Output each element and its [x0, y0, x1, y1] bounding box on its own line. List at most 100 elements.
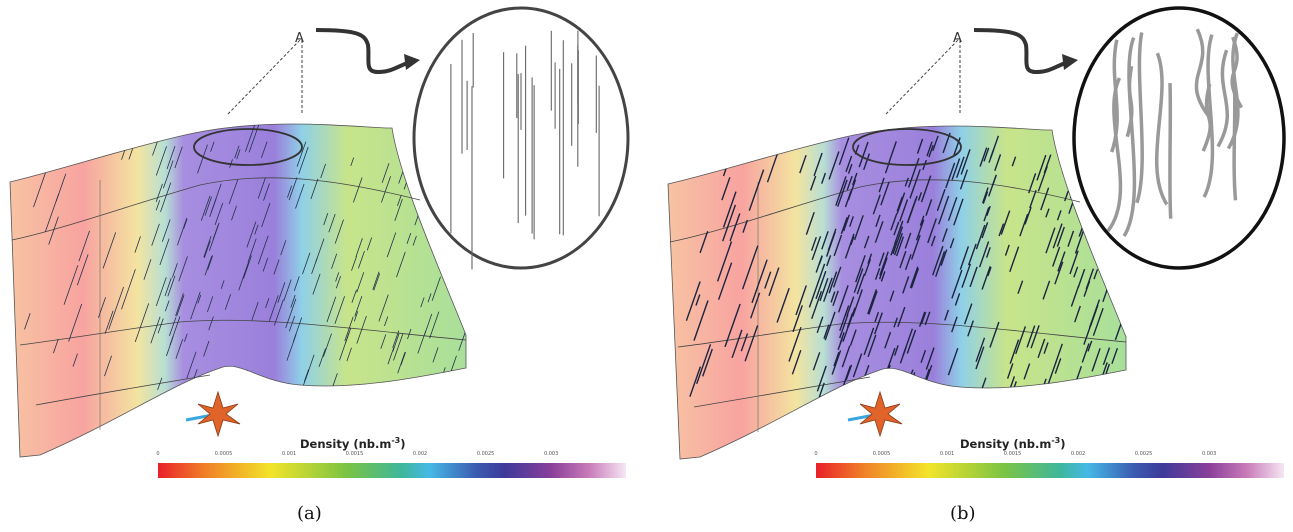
fracture-trace [988, 149, 995, 163]
fracture-trace [809, 175, 817, 191]
fracture-trace [104, 310, 114, 334]
fracture-trace [1019, 213, 1029, 237]
fracture-trace [812, 352, 821, 371]
layer-boundary [669, 179, 1081, 243]
fracture-trace [356, 315, 367, 344]
fracture-trace [24, 313, 31, 330]
fracture-trace [396, 251, 406, 278]
fracture-trace [893, 232, 903, 256]
fracture-trace [290, 294, 296, 308]
fracture-trace [880, 271, 886, 282]
zoomed-fracture [1201, 83, 1212, 152]
fracture-trace [1093, 269, 1099, 280]
fracture-trace [243, 255, 252, 279]
fracture-trace [741, 245, 759, 290]
fracture-trace [178, 256, 188, 282]
fracture-trace [689, 366, 702, 397]
fracture-trace [890, 213, 898, 231]
fracture-trace [885, 347, 896, 373]
fracture-trace [846, 296, 855, 317]
fracture-trace [888, 141, 897, 163]
fracture-trace [323, 333, 332, 357]
fracture-trace [303, 369, 309, 382]
fracture-trace [839, 305, 850, 331]
fracture-trace [1074, 305, 1081, 323]
fracture-trace [909, 169, 921, 199]
fracture-trace [918, 311, 926, 327]
fracture-trace [852, 353, 863, 378]
arrow-head-icon [1062, 54, 1078, 70]
fracture-trace [335, 275, 341, 289]
fracture-trace [454, 270, 464, 297]
fracture-trace [305, 354, 315, 380]
leader-line [227, 39, 301, 115]
fracture-trace [899, 250, 907, 269]
fracture-trace [1114, 323, 1122, 341]
fracture-trace [273, 299, 284, 326]
fracture-trace [373, 273, 381, 291]
fracture-trace [896, 192, 906, 214]
fracture-trace [1102, 347, 1111, 366]
fracture-trace [840, 216, 848, 235]
legend-title: Density (nb.m-3) [300, 436, 406, 451]
fracture-trace [766, 149, 780, 183]
fracture-trace [247, 238, 257, 263]
tick-label: 0.001 [281, 451, 297, 457]
fracture-trace [832, 266, 842, 288]
fracture-trace [816, 365, 827, 392]
fracture-trace [1069, 183, 1077, 199]
compass-rose-icon [185, 390, 241, 438]
fracture-trace [280, 240, 287, 256]
leader-line [885, 39, 959, 115]
fracture-trace [331, 253, 338, 269]
fracture-trace [358, 250, 365, 269]
fracture-trace [186, 351, 197, 379]
fracture-trace [791, 349, 802, 375]
fracture-trace [1028, 173, 1037, 194]
fracture-trace [916, 138, 924, 154]
fracture-trace [863, 235, 870, 249]
fracture-trace [155, 200, 161, 211]
zoomed-fractures [450, 30, 600, 270]
fracture-trace [982, 187, 989, 204]
fracture-trace [1042, 280, 1051, 300]
fracture-trace [1015, 326, 1027, 355]
fracture-trace [76, 254, 89, 286]
fracture-trace [944, 309, 950, 321]
fracture-trace [384, 316, 389, 327]
fracture-trace [248, 124, 260, 153]
fracture-trace [975, 346, 985, 370]
fracture-trace [837, 179, 848, 207]
fracture-trace [721, 177, 731, 201]
fracture-trace [210, 141, 215, 152]
fracture-trace [947, 196, 958, 221]
fracture-trace [844, 233, 855, 259]
fracture-trace [892, 226, 904, 255]
fracture-trace [381, 163, 390, 183]
fracture-trace [810, 236, 817, 251]
fracture-trace [988, 174, 997, 197]
fracture-trace [805, 211, 815, 235]
zoom-region-ellipse [852, 128, 962, 166]
fracture-trace [844, 190, 852, 208]
fracture-trace [1055, 343, 1063, 363]
fracture-trace [174, 146, 183, 169]
fracture-trace [345, 327, 352, 344]
fracture-trace [930, 235, 936, 247]
fracture-trace [231, 205, 237, 221]
fracture-trace [940, 249, 948, 266]
fracture-trace [1024, 206, 1032, 225]
fracture-trace [904, 232, 912, 249]
fracture-trace [819, 277, 829, 302]
fracture-set [685, 130, 1124, 401]
fracture-trace [928, 144, 934, 158]
fracture-trace [904, 254, 912, 271]
fracture-trace [1011, 156, 1017, 167]
fracture-trace [160, 182, 172, 213]
fracture-trace [262, 257, 269, 272]
fracture-trace [875, 214, 881, 228]
fracture-trace [175, 293, 184, 317]
fracture-trace [842, 214, 850, 232]
fracture-trace [203, 240, 211, 259]
fracture-trace [265, 297, 270, 309]
